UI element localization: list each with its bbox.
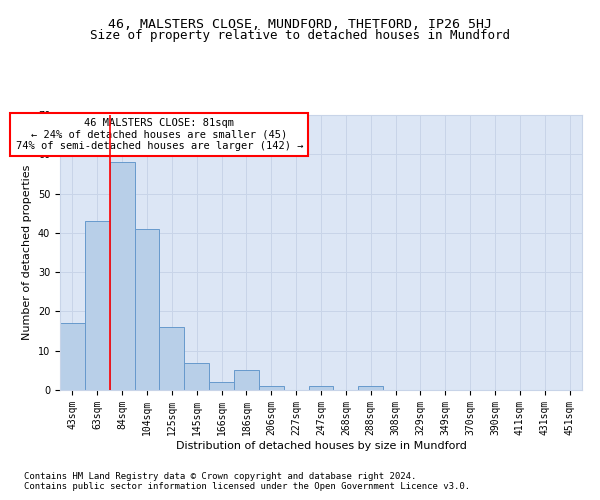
Bar xyxy=(60,323,85,390)
Text: 46, MALSTERS CLOSE, MUNDFORD, THETFORD, IP26 5HJ: 46, MALSTERS CLOSE, MUNDFORD, THETFORD, … xyxy=(108,18,492,30)
Bar xyxy=(160,327,184,390)
Text: Contains HM Land Registry data © Crown copyright and database right 2024.: Contains HM Land Registry data © Crown c… xyxy=(24,472,416,481)
Bar xyxy=(209,382,234,390)
Bar xyxy=(110,162,134,390)
Bar xyxy=(308,386,334,390)
Bar xyxy=(184,362,209,390)
Text: Size of property relative to detached houses in Mundford: Size of property relative to detached ho… xyxy=(90,29,510,42)
X-axis label: Distribution of detached houses by size in Mundford: Distribution of detached houses by size … xyxy=(176,440,466,450)
Y-axis label: Number of detached properties: Number of detached properties xyxy=(22,165,32,340)
Bar xyxy=(358,386,383,390)
Bar xyxy=(134,229,160,390)
Bar xyxy=(234,370,259,390)
Bar xyxy=(85,221,110,390)
Bar xyxy=(259,386,284,390)
Text: 46 MALSTERS CLOSE: 81sqm
← 24% of detached houses are smaller (45)
74% of semi-d: 46 MALSTERS CLOSE: 81sqm ← 24% of detach… xyxy=(16,118,303,151)
Text: Contains public sector information licensed under the Open Government Licence v3: Contains public sector information licen… xyxy=(24,482,470,491)
